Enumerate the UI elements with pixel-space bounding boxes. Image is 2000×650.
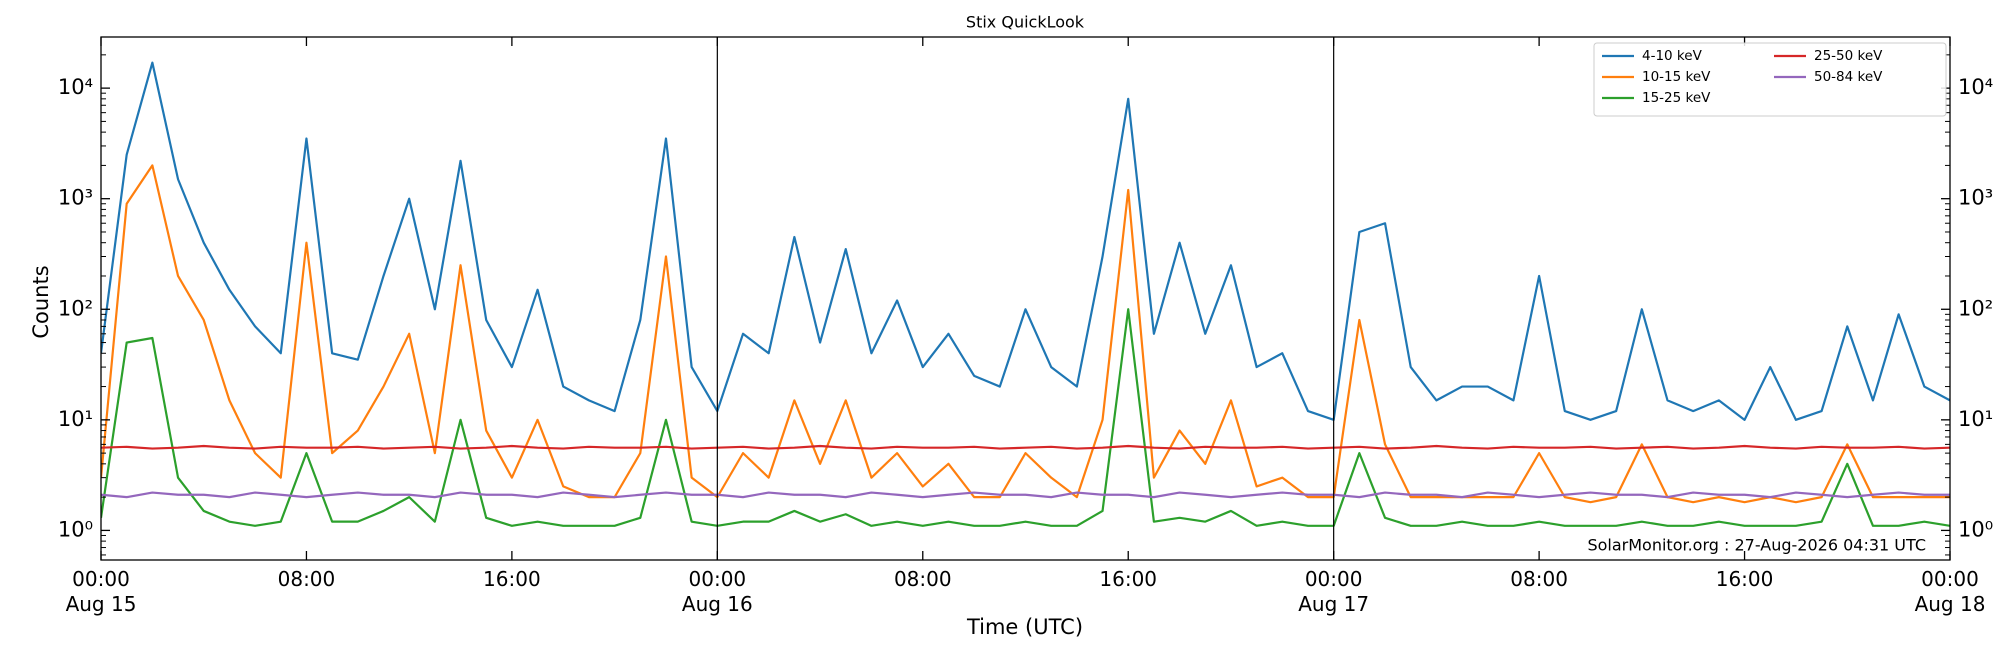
x-tick-label: 08:00 bbox=[1510, 567, 1568, 591]
series-line bbox=[101, 444, 1950, 450]
y-tick-label: 10³ bbox=[58, 186, 93, 210]
x-tick-label: 00:00 Aug 17 bbox=[1298, 567, 1370, 616]
annotation: SolarMonitor.org : 27-Aug-2026 04:31 UTC bbox=[1587, 536, 1926, 555]
y-tick-label: 10² bbox=[58, 296, 93, 320]
legend-label: 50-84 keV bbox=[1814, 69, 1883, 85]
series-line bbox=[101, 164, 1950, 504]
x-tick-label: 16:00 bbox=[1715, 567, 1774, 591]
series-group bbox=[101, 61, 1950, 527]
series-line bbox=[101, 308, 1950, 527]
legend-label: 4-10 keV bbox=[1642, 48, 1703, 64]
x-axis-label: Time (UTC) bbox=[966, 615, 1083, 639]
x-tick-label: 16:00 bbox=[1099, 567, 1158, 591]
legend-label: 25-50 keV bbox=[1814, 48, 1883, 64]
y-tick-label-right: 10⁰ bbox=[1958, 517, 1993, 541]
x-tick-label: 00:00 Aug 18 bbox=[1914, 567, 1986, 616]
y-tick-label-right: 10⁴ bbox=[1958, 75, 1993, 99]
legend-box bbox=[1593, 42, 1947, 117]
x-tick-label: 00:00 Aug 15 bbox=[65, 567, 137, 616]
y-tick-label-right: 10³ bbox=[1958, 186, 1993, 210]
plot-frame bbox=[100, 36, 1951, 561]
y-tick-label-right: 10² bbox=[1958, 296, 1993, 320]
y-tick-label: 10¹ bbox=[58, 407, 93, 431]
legend-label: 15-25 keV bbox=[1642, 90, 1711, 106]
y-tick-label: 10⁰ bbox=[58, 517, 93, 541]
x-tick-label: 00:00 Aug 16 bbox=[681, 567, 753, 616]
series-line bbox=[101, 491, 1950, 499]
series-line bbox=[101, 61, 1950, 421]
legend-label: 10-15 keV bbox=[1642, 69, 1711, 85]
x-tick-label: 16:00 bbox=[483, 567, 541, 591]
y-tick-label: 10⁴ bbox=[58, 75, 93, 99]
y-tick-label-right: 10¹ bbox=[1958, 407, 1993, 431]
chart-title: Stix QuickLook bbox=[966, 13, 1085, 32]
x-tick-label: 08:00 bbox=[893, 567, 952, 591]
y-axis-label: Counts bbox=[29, 265, 53, 338]
x-tick-label: 08:00 bbox=[277, 567, 336, 591]
